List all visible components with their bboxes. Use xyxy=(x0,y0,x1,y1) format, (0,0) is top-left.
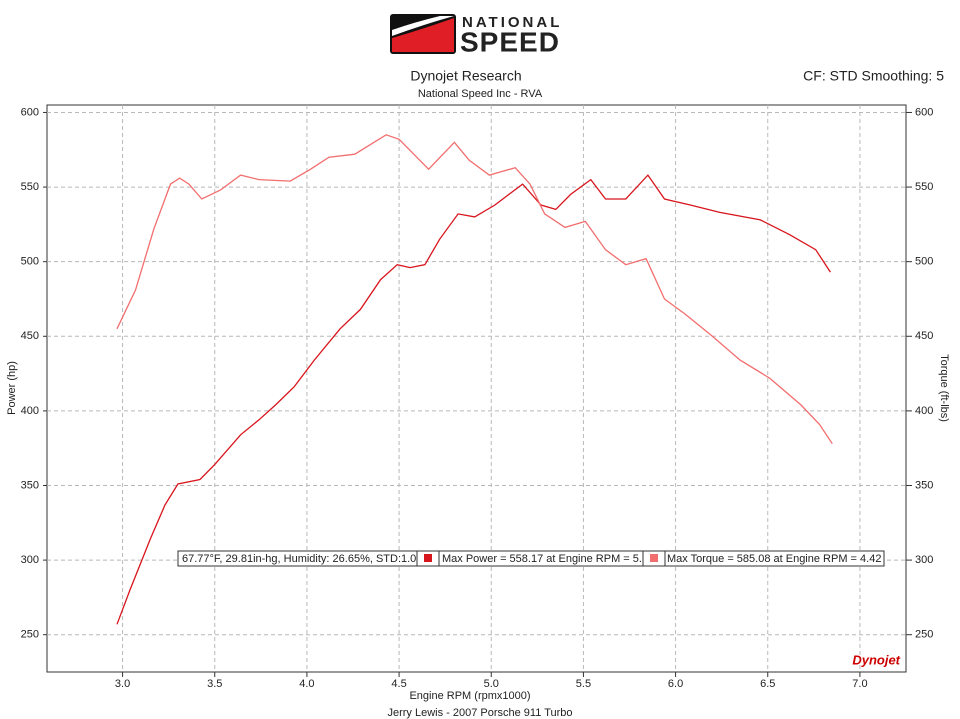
y2-tick-label: 500 xyxy=(915,256,933,268)
y2-tick-label: 450 xyxy=(915,330,933,342)
legend-marker xyxy=(650,554,658,562)
watermark: Dynojet xyxy=(852,652,900,667)
logo-text: SPEED xyxy=(460,26,560,57)
x-tick-label: 6.5 xyxy=(760,678,775,690)
y-tick-label: 300 xyxy=(21,554,39,566)
y-axis-label: Power (hp) xyxy=(6,361,18,415)
y-tick-label: 400 xyxy=(21,405,39,417)
chart-subtitle: National Speed Inc - RVA xyxy=(418,88,543,100)
series-line xyxy=(116,174,831,625)
y-tick-label: 550 xyxy=(21,181,39,193)
y-tick-label: 250 xyxy=(21,629,39,641)
y-tick-label: 450 xyxy=(21,330,39,342)
y2-tick-label: 350 xyxy=(915,479,933,491)
y-tick-label: 500 xyxy=(21,256,39,268)
y2-tick-label: 400 xyxy=(915,405,933,417)
plot-frame xyxy=(46,104,907,673)
x-tick-label: 4.5 xyxy=(391,678,406,690)
y-tick-label: 350 xyxy=(21,479,39,491)
chart-title: Dynojet Research xyxy=(410,68,521,84)
y2-tick-label: 600 xyxy=(915,106,933,118)
legend-marker xyxy=(424,554,432,562)
y-tick-label: 600 xyxy=(21,106,39,118)
x-tick-label: 7.0 xyxy=(852,678,867,690)
annotation-box xyxy=(177,550,885,567)
x-tick-label: 3.5 xyxy=(207,678,222,690)
y2-tick-label: 250 xyxy=(915,629,933,641)
series-line xyxy=(116,134,833,445)
x-tick-label: 4.0 xyxy=(299,678,314,690)
y2-tick-label: 550 xyxy=(915,181,933,193)
annotation-text: 67.77°F, 29.81in-hg, Humidity: 26.65%, S… xyxy=(182,553,422,565)
annotation-text: Max Torque = 585.08 at Engine RPM = 4.42 xyxy=(667,553,881,565)
footer: Jerry Lewis - 2007 Porsche 911 Turbo xyxy=(387,707,572,719)
x-axis-label: Engine RPM (rpmx1000) xyxy=(409,690,530,702)
x-tick-label: 6.0 xyxy=(668,678,683,690)
logo-stripe xyxy=(392,16,454,36)
y2-axis-label: Torque (ft-lbs) xyxy=(938,354,950,422)
logo-text: NATIONAL xyxy=(462,14,562,31)
x-tick-label: 5.5 xyxy=(576,678,591,690)
logo-swoosh xyxy=(392,18,454,52)
x-tick-label: 5.0 xyxy=(484,678,499,690)
x-tick-label: 3.0 xyxy=(115,678,130,690)
annotation-text: Max Power = 558.17 at Engine RPM = 5.8 xyxy=(442,553,648,565)
header-right: CF: STD Smoothing: 5 xyxy=(803,68,944,84)
y2-tick-label: 300 xyxy=(915,554,933,566)
